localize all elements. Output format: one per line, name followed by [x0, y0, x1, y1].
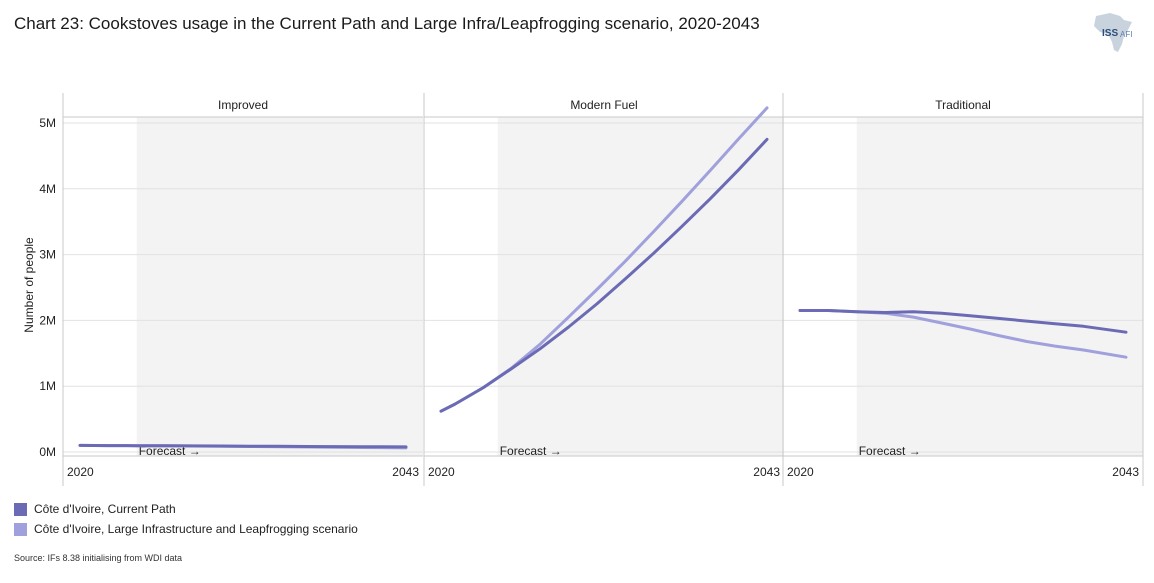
x-tick-label: 2020	[67, 465, 94, 479]
legend-swatch-current-path	[14, 502, 27, 516]
logo-subtext: AFI	[1120, 30, 1133, 39]
forecast-region	[856, 117, 1143, 456]
legend-item-scenario: Côte d'Ivoire, Large Infrastructure and …	[14, 519, 358, 539]
forecast-label: Forecast →	[500, 444, 562, 458]
legend-label-current-path: Côte d'Ivoire, Current Path	[34, 502, 176, 516]
x-tick-label: 2020	[787, 465, 814, 479]
chart-svg: Number of people 0M 1M 2M 3M 4M 5M Improved Fore…	[22, 93, 1144, 486]
forecast-label: Forecast →	[139, 444, 201, 458]
y-tick-label: 4M	[39, 182, 56, 196]
legend-label-scenario: Côte d'Ivoire, Large Infrastructure and …	[34, 522, 358, 536]
forecast-label: Forecast →	[859, 444, 921, 458]
panel-improved: Improved Forecast → 2020 2043	[62, 93, 423, 486]
source-note: Source: IFs 8.38 initialising from WDI d…	[14, 553, 183, 563]
y-axis-label: Number of people	[22, 237, 36, 333]
legend: Côte d'Ivoire, Current Path Côte d'Ivoir…	[14, 499, 358, 539]
x-tick-label: 2043	[753, 465, 780, 479]
chart-title: Chart 23: Cookstoves usage in the Curren…	[14, 14, 760, 33]
panel-title: Improved	[218, 98, 268, 112]
y-tick-label: 2M	[39, 313, 56, 327]
panel-traditional: Traditional Forecast → 2020 2043	[782, 93, 1144, 486]
panel-title: Traditional	[935, 98, 991, 112]
legend-item-current-path: Côte d'Ivoire, Current Path	[14, 499, 358, 519]
panel-title: Modern Fuel	[570, 98, 637, 112]
x-tick-label: 2020	[428, 465, 455, 479]
panel-modern-fuel: Modern Fuel Forecast → 2020 2043	[423, 93, 784, 486]
series-line-current-path	[798, 309, 1128, 334]
legend-swatch-scenario	[14, 522, 27, 536]
y-tick-label: 1M	[39, 379, 56, 393]
x-tick-label: 2043	[392, 465, 419, 479]
y-tick-label: 5M	[39, 116, 56, 130]
africa-map-icon	[1094, 13, 1132, 52]
logo-text: ISS	[1102, 28, 1119, 39]
forecast-region	[136, 117, 423, 456]
y-tick-label: 0M	[39, 445, 56, 459]
y-tick-label: 3M	[39, 248, 56, 262]
series-line-current-path	[78, 443, 408, 449]
series-line-current-path	[439, 137, 769, 413]
x-tick-label: 2043	[1112, 465, 1139, 479]
